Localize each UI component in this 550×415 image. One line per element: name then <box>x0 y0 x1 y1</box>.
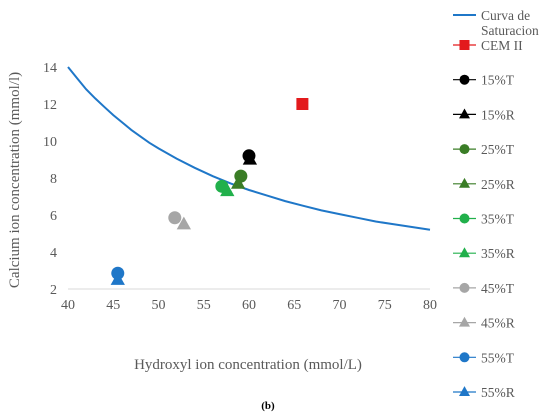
legend-marker <box>459 386 470 396</box>
y-tick-label: 2 <box>50 283 57 298</box>
legend-marker <box>459 40 470 50</box>
legend-label: 35%R <box>481 246 515 261</box>
y-tick-label: 8 <box>50 172 57 187</box>
x-axis-ticks: 40 45 50 55 60 65 70 75 80 <box>61 298 437 313</box>
point-15-t <box>242 149 256 163</box>
x-tick-label: 65 <box>287 298 301 313</box>
x-tick-label: 50 <box>152 298 166 313</box>
x-tick-label: 70 <box>333 298 347 313</box>
x-tick-label: 60 <box>242 298 256 313</box>
point-25-t <box>234 169 248 183</box>
legend-marker <box>459 74 470 85</box>
legend-label: 25%R <box>481 177 515 192</box>
legend-label: 55%R <box>481 385 515 400</box>
legend-marker <box>459 247 470 258</box>
y-tick-label: 6 <box>50 209 57 224</box>
point-cem-ii <box>296 98 309 110</box>
legend-marker <box>459 177 470 188</box>
legend-label: 35%T <box>481 212 515 227</box>
y-tick-label: 14 <box>43 61 57 76</box>
point-25-r <box>230 175 246 189</box>
y-tick-label: 12 <box>43 98 57 113</box>
figure-caption: (b) <box>261 400 275 412</box>
legend-label: CEM II <box>481 38 523 53</box>
legend-marker <box>459 316 470 327</box>
legend-label: 45%T <box>481 281 515 296</box>
y-tick-label: 10 <box>43 135 57 150</box>
point-45-t <box>168 211 182 225</box>
legend-marker <box>459 282 470 293</box>
point-55-t <box>111 266 125 280</box>
legend-label: 15%R <box>481 107 515 122</box>
legend-marker <box>459 352 470 363</box>
x-tick-label: 75 <box>378 298 392 313</box>
y-axis-ticks: 2 4 6 8 10 12 14 <box>43 61 57 298</box>
x-tick-label: 40 <box>61 298 75 313</box>
data-marks <box>67 66 431 285</box>
legend-label: 55%T <box>481 350 515 365</box>
legend-label: Curva de <box>481 8 530 23</box>
legend-marker <box>459 144 470 155</box>
legend-marker <box>459 213 470 224</box>
legend-marker <box>459 108 470 119</box>
saturation-curve <box>67 66 431 231</box>
y-tick-label: 4 <box>50 246 57 261</box>
legend-label: 15%T <box>481 73 515 88</box>
x-tick-label: 45 <box>106 298 120 313</box>
point-45-r <box>176 216 191 230</box>
legend-label: 25%T <box>481 142 515 157</box>
x-axis-title: Hydroxyl ion concentration (mmol/L) <box>134 357 362 373</box>
legend-label: 45%R <box>481 316 515 331</box>
x-tick-label: 55 <box>197 298 211 313</box>
point-35-t <box>215 179 229 193</box>
legend-label: Saturacion <box>481 23 539 38</box>
x-tick-label: 80 <box>423 298 437 313</box>
y-axis-title: Calcium ion concentration (mmol/l) <box>7 72 23 288</box>
